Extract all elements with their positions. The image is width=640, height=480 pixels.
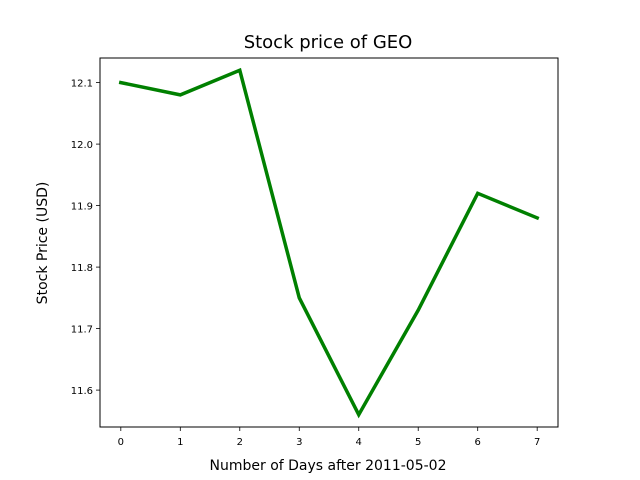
- x-axis-title: Number of Days after 2011-05-02: [210, 458, 447, 474]
- y-axis-ticks: 11.6 11.7 11.8 11.9 12.0 12.1: [71, 79, 100, 397]
- y-tick-label: 11.6: [71, 386, 93, 397]
- y-tick-label: 11.8: [71, 263, 93, 274]
- x-tick-label: 7: [534, 437, 540, 448]
- y-axis-title: Stock Price (USD): [35, 182, 51, 305]
- x-tick-label: 1: [177, 437, 183, 448]
- plot-frame: [99, 57, 559, 428]
- x-tick-label: 5: [415, 437, 421, 448]
- x-tick-label: 6: [475, 437, 481, 448]
- x-tick-label: 3: [296, 437, 302, 448]
- series-line: [118, 67, 540, 419]
- x-tick-label: 0: [118, 437, 124, 448]
- chart-title: Stock price of GEO: [244, 32, 413, 53]
- y-tick-label: 11.7: [71, 325, 93, 336]
- x-tick-label: 2: [237, 437, 243, 448]
- series-layer: [118, 67, 540, 419]
- x-tick-label: 4: [356, 437, 362, 448]
- x-axis-ticks: 0 1 2 3 4 5 6 7: [118, 427, 540, 448]
- y-tick-label: 11.9: [71, 202, 93, 213]
- y-tick-label: 12.1: [71, 79, 93, 90]
- y-tick-label: 12.0: [71, 140, 93, 151]
